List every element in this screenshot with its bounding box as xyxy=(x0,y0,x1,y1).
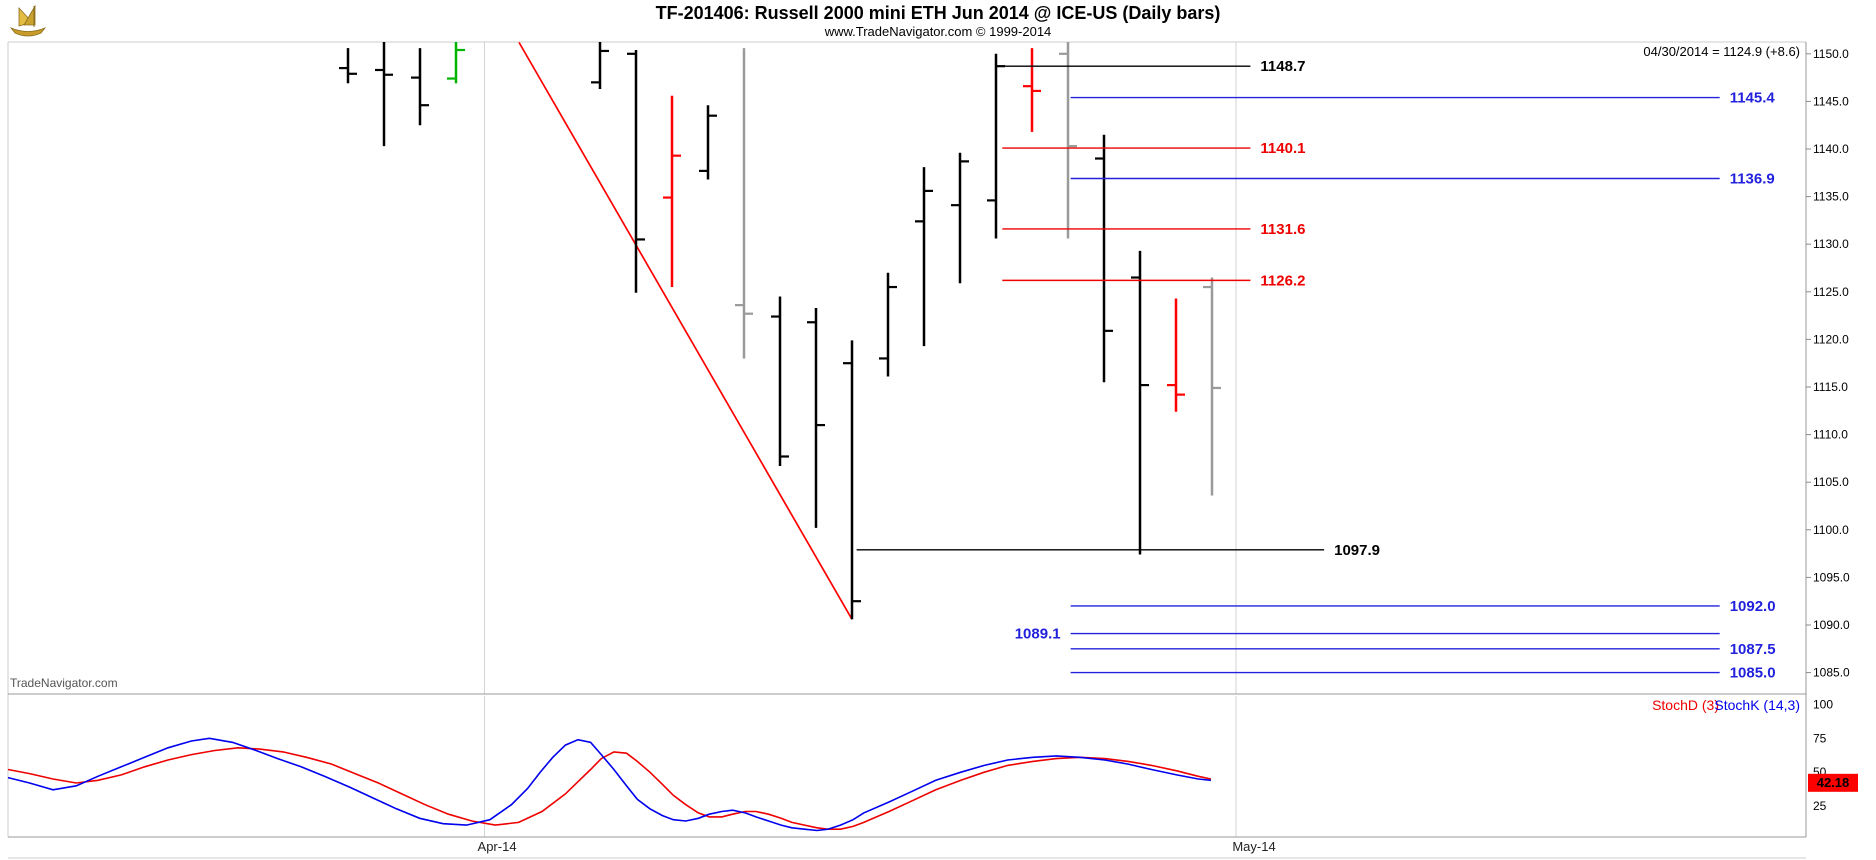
price-axis-label: 1140.0 xyxy=(1813,142,1849,156)
last-price-readout: 04/30/2014 = 1124.9 (+8.6) xyxy=(1643,44,1800,59)
price-axis-label: 1105.0 xyxy=(1813,475,1849,489)
price-axis-label: 1090.0 xyxy=(1813,618,1850,632)
price-axis-label: 1150.0 xyxy=(1813,47,1849,61)
stoch-axis-label: 100 xyxy=(1813,697,1833,711)
stoch-legend-label: StochD (3) xyxy=(1652,697,1719,713)
level-label: 1145.4 xyxy=(1730,90,1776,107)
tradenavigator-logo-icon xyxy=(8,3,48,37)
chart-title: TF-201406: Russell 2000 mini ETH Jun 201… xyxy=(655,3,1221,23)
level-label: 1092.0 xyxy=(1730,598,1776,615)
price-axis-label: 1115.0 xyxy=(1813,380,1848,394)
level-label: 1126.2 xyxy=(1260,272,1305,289)
stoch-axis-label: 75 xyxy=(1813,731,1827,745)
level-label: 1131.6 xyxy=(1260,221,1305,238)
stoch-axis-label: 25 xyxy=(1813,799,1827,813)
level-label: 1136.9 xyxy=(1730,171,1775,188)
stochk-line xyxy=(7,737,1211,832)
level-label: 1097.9 xyxy=(1334,542,1380,559)
price-axis-label: 1135.0 xyxy=(1813,190,1849,204)
watermark-text: TradeNavigator.com xyxy=(10,676,118,690)
price-axis-label: 1095.0 xyxy=(1813,570,1850,584)
chart-subtitle: www.TradeNavigator.com © 1999-2014 xyxy=(824,24,1052,39)
level-label: 1087.5 xyxy=(1730,641,1776,658)
price-axis-label: 1120.0 xyxy=(1813,332,1849,346)
price-axis-label: 1145.0 xyxy=(1813,94,1849,108)
price-axis-label: 1130.0 xyxy=(1813,237,1849,251)
stoch-value-badge xyxy=(1808,773,1858,792)
month-label: May-14 xyxy=(1232,839,1275,854)
level-label: 1089.1 xyxy=(1015,626,1061,643)
month-label: Apr-14 xyxy=(478,839,517,854)
price-axis-label: 1100.0 xyxy=(1813,523,1849,537)
downtrend-line xyxy=(518,41,853,620)
level-label: 1085.0 xyxy=(1730,665,1776,682)
price-axis-label: 1125.0 xyxy=(1813,285,1849,299)
gold-ship-icon xyxy=(9,4,47,37)
price-axis-label: 1110.0 xyxy=(1813,428,1848,442)
level-label: 1140.1 xyxy=(1260,140,1305,157)
level-label: 1148.7 xyxy=(1260,58,1305,75)
stochd-line xyxy=(7,746,1212,831)
stoch-legend-label: StochK (14,3) xyxy=(1714,697,1800,713)
price-axis-label: 1085.0 xyxy=(1813,666,1850,680)
stoch-value-text: 42.18 xyxy=(1817,775,1850,790)
